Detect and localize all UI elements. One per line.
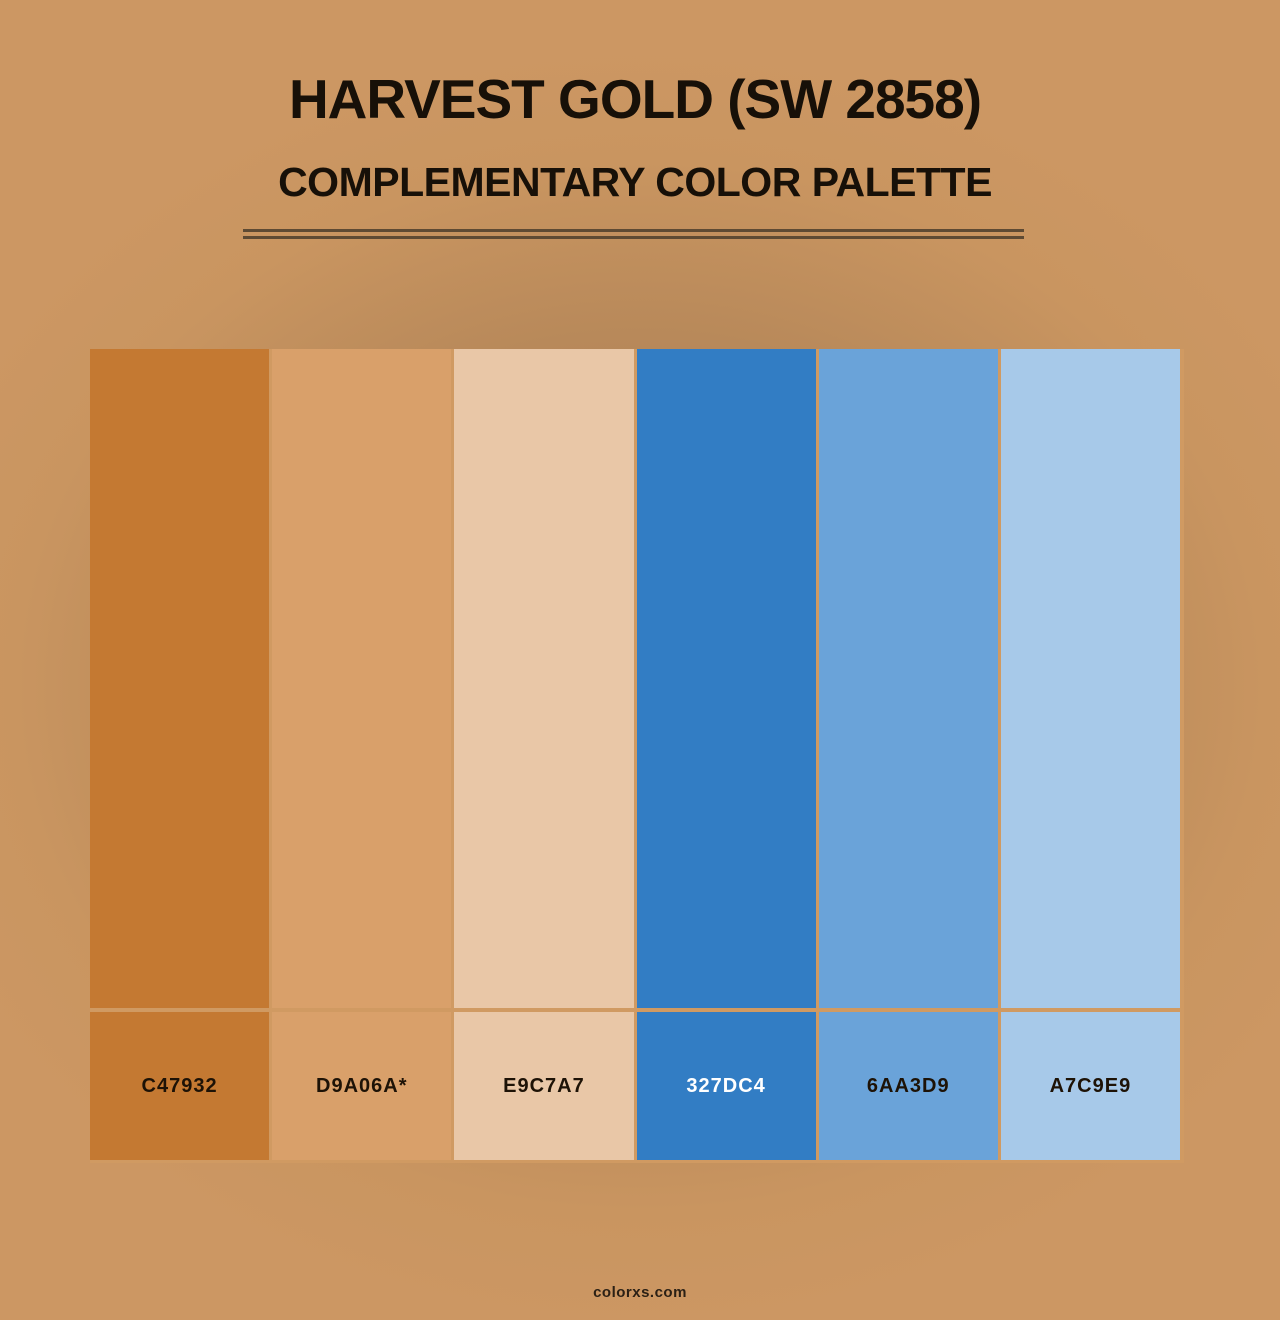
brand-watermark: colorxs.com [593,1284,687,1301]
color-hex-label: A7C9E9 [1000,1012,1180,1160]
color-swatch-A7C9E9[interactable] [1000,349,1180,1008]
color-hex-label: C47932 [90,1012,270,1160]
color-hex-label: 327DC4 [636,1012,816,1160]
color-swatch-D9A06A[interactable] [272,349,452,1008]
color-swatch-C47932[interactable] [90,349,270,1008]
color-swatch-6AA3D9[interactable] [818,349,998,1008]
color-hex-label: D9A06A* [272,1012,452,1160]
color-hex-label: E9C7A7 [454,1012,634,1160]
color-hex-label: 6AA3D9 [818,1012,998,1160]
double-divider-rule [243,229,1024,239]
color-swatch-E9C7A7[interactable] [454,349,634,1008]
color-swatch-327DC4[interactable] [636,349,816,1008]
color-palette-grid: C47932 D9A06A* E9C7A7 327DC4 6AA3D9 A7C9E9 [90,349,1184,1163]
page-title: HARVEST GOLD (SW 2858) [288,68,982,130]
page-subtitle: COMPLEMENTARY COLOR PALETTE [278,159,992,205]
